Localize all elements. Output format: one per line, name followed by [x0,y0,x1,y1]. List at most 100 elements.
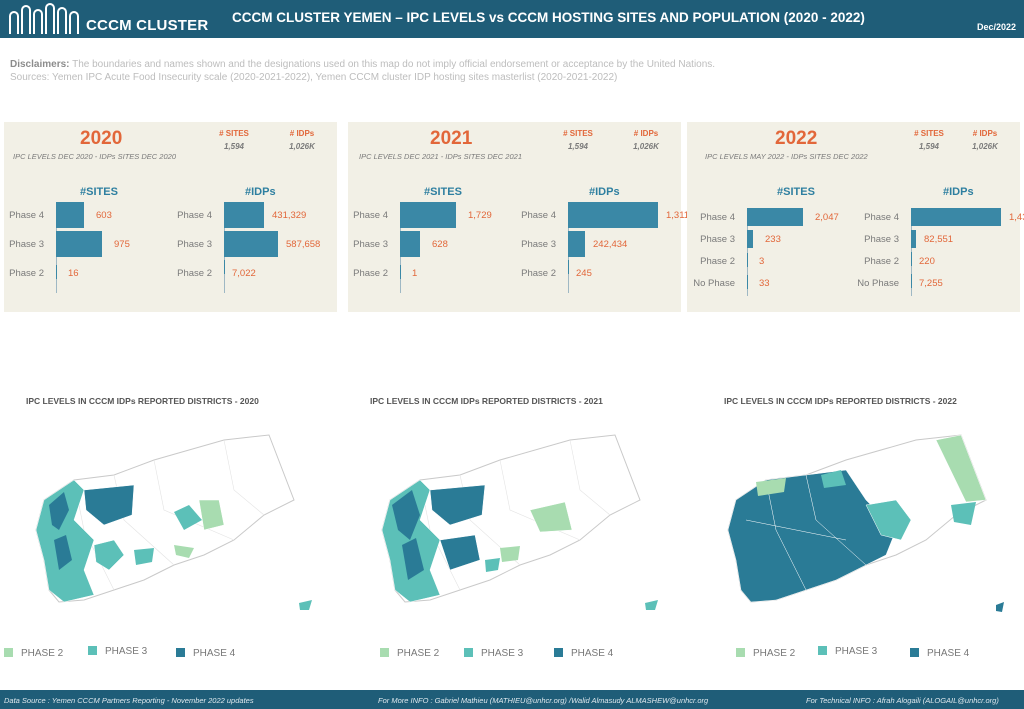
sites-row-label: Phase 2 [9,268,44,279]
panel-2022: 2022 IPC LEVELS MAY 2022 - IDPs SITES DEC… [687,122,1024,312]
sites-bar [400,202,456,228]
disclaimer-label: Disclaimers: [10,59,70,70]
idps-row-value: 82,551 [924,234,954,245]
phase3-swatch-icon [818,646,827,655]
report-date: Dec/2022 [976,22,1016,32]
sites-heading: #SITES [424,186,462,198]
sources-text: Sources: Yemen IPC Acute Food Insecurity… [10,72,618,83]
idps-bar [224,231,278,257]
idps-row-label: No Phase [857,278,899,289]
sites-bar [400,265,401,279]
panel-year: 2022 [775,128,818,149]
legend-phase3: PHASE 3 [88,646,147,657]
phase2-swatch-icon [736,648,745,657]
idps-bar [568,231,585,257]
legend-phase4: PHASE 4 [554,648,613,659]
idps-row-value: 245 [576,268,592,279]
sites-row-value: 1,729 [468,210,492,221]
idps-heading: #IDPs [943,186,974,198]
idps-row-label: Phase 3 [177,239,212,250]
sites-row-value: 16 [68,268,79,279]
legend-phase4: PHASE 4 [176,648,235,659]
legend-phase2: PHASE 2 [4,648,63,659]
sites-total-label: # SITES [914,129,944,138]
sites-bar [56,202,84,228]
sites-row-value: 603 [96,210,112,221]
idps-total-label: # IDPs [633,129,659,138]
sites-row-label: Phase 2 [700,256,735,267]
sites-heading: #SITES [777,186,815,198]
yemen-map-2021 [381,434,658,610]
sites-bar [747,275,748,289]
panel-2021: 2021 IPC LEVELS DEC 2021 - IDPs SITES DEC… [348,122,708,312]
phase4-swatch-icon [176,648,185,657]
legend-phase2: PHASE 2 [380,648,439,659]
sites-bar [747,253,748,267]
sites-heading: #SITES [80,186,118,198]
idps-total-value: 1,026K [289,142,315,151]
idps-row-value: 1,311,068 [666,210,708,221]
sites-total-value: 1,594 [918,142,940,151]
panel-year: 2021 [430,128,473,149]
idps-row-label: Phase 4 [864,212,899,223]
sites-row-value: 1 [412,268,418,279]
footer-source: Data Source : Yemen CCCM Partners Report… [4,696,254,705]
sites-row-value: 2,047 [815,212,839,223]
idps-bar [224,202,264,228]
idps-bar [568,260,569,274]
panel-subtitle: IPC LEVELS DEC 2021 - IDPs SITES DEC 202… [359,152,522,161]
sites-row-label: Phase 4 [9,210,44,221]
cccm-logo-icon [9,3,79,34]
idps-row-label: Phase 2 [521,268,556,279]
idps-row-value: 7,255 [919,278,943,289]
panel-year: 2020 [80,128,123,149]
sites-row-label: No Phase [693,278,735,289]
footer-tech: For Technical INFO : Afrah Alogaili (ALO… [806,696,999,705]
sites-row-label: Phase 3 [700,234,735,245]
idps-row-value: 587,658 [286,239,321,250]
sites-total-label: # SITES [563,129,593,138]
map-title-2021: IPC LEVELS IN CCCM IDPs REPORTED DISTRIC… [370,396,603,406]
sites-total-value: 1,594 [223,142,245,151]
idps-row-label: Phase 2 [177,268,212,279]
phase4-swatch-icon [554,648,563,657]
sites-row-label: Phase 3 [353,239,388,250]
sites-axis [747,208,748,296]
idps-total-label: # IDPs [289,129,315,138]
sites-row-value: 628 [432,239,448,250]
sites-bar [56,265,57,279]
sites-row-value: 3 [759,256,765,267]
footer-info: For More INFO : Gabriel Mathieu (MATHIEU… [378,696,709,705]
idps-row-label: Phase 2 [864,256,899,267]
legend-phase3: PHASE 3 [464,648,523,659]
legend-phase2: PHASE 2 [736,648,795,659]
phase2-swatch-icon [4,648,13,657]
idps-row-label: Phase 3 [521,239,556,250]
idps-heading: #IDPs [245,186,276,198]
idps-heading: #IDPs [589,186,620,198]
idps-row-value: 431,329 [272,210,307,221]
idps-total-value: 1,026K [972,142,998,151]
page-title: CCCM CLUSTER YEMEN – IPC LEVELS vs CCCM … [232,10,865,25]
brand-name: CCCM CLUSTER [86,17,209,34]
idps-row-label: Phase 4 [521,210,556,221]
sites-row-value: 33 [759,278,770,289]
sites-row-label: Phase 3 [9,239,44,250]
legend-phase3: PHASE 3 [818,646,877,657]
phase3-swatch-icon [88,646,97,655]
panel-2020: 2020 IPC LEVELS DEC 2020 - IDPs SITES DEC… [4,122,337,312]
sites-bar [747,208,803,226]
sites-row-label: Phase 2 [353,268,388,279]
disclaimer-text: The boundaries and names shown and the d… [69,59,716,70]
idps-total-label: # IDPs [972,129,998,138]
idps-total-value: 1,026K [633,142,659,151]
sites-total-value: 1,594 [567,142,589,151]
panel-subtitle: IPC LEVELS DEC 2020 - IDPs SITES DEC 202… [13,152,176,161]
idps-bar [911,230,916,248]
sites-row-value: 975 [114,239,130,250]
sites-row-value: 233 [765,234,781,245]
idps-bar [911,274,912,288]
phase2-swatch-icon [380,648,389,657]
disclaimer: Disclaimers: The boundaries and names sh… [10,58,1010,84]
legend-phase4: PHASE 4 [910,648,969,659]
